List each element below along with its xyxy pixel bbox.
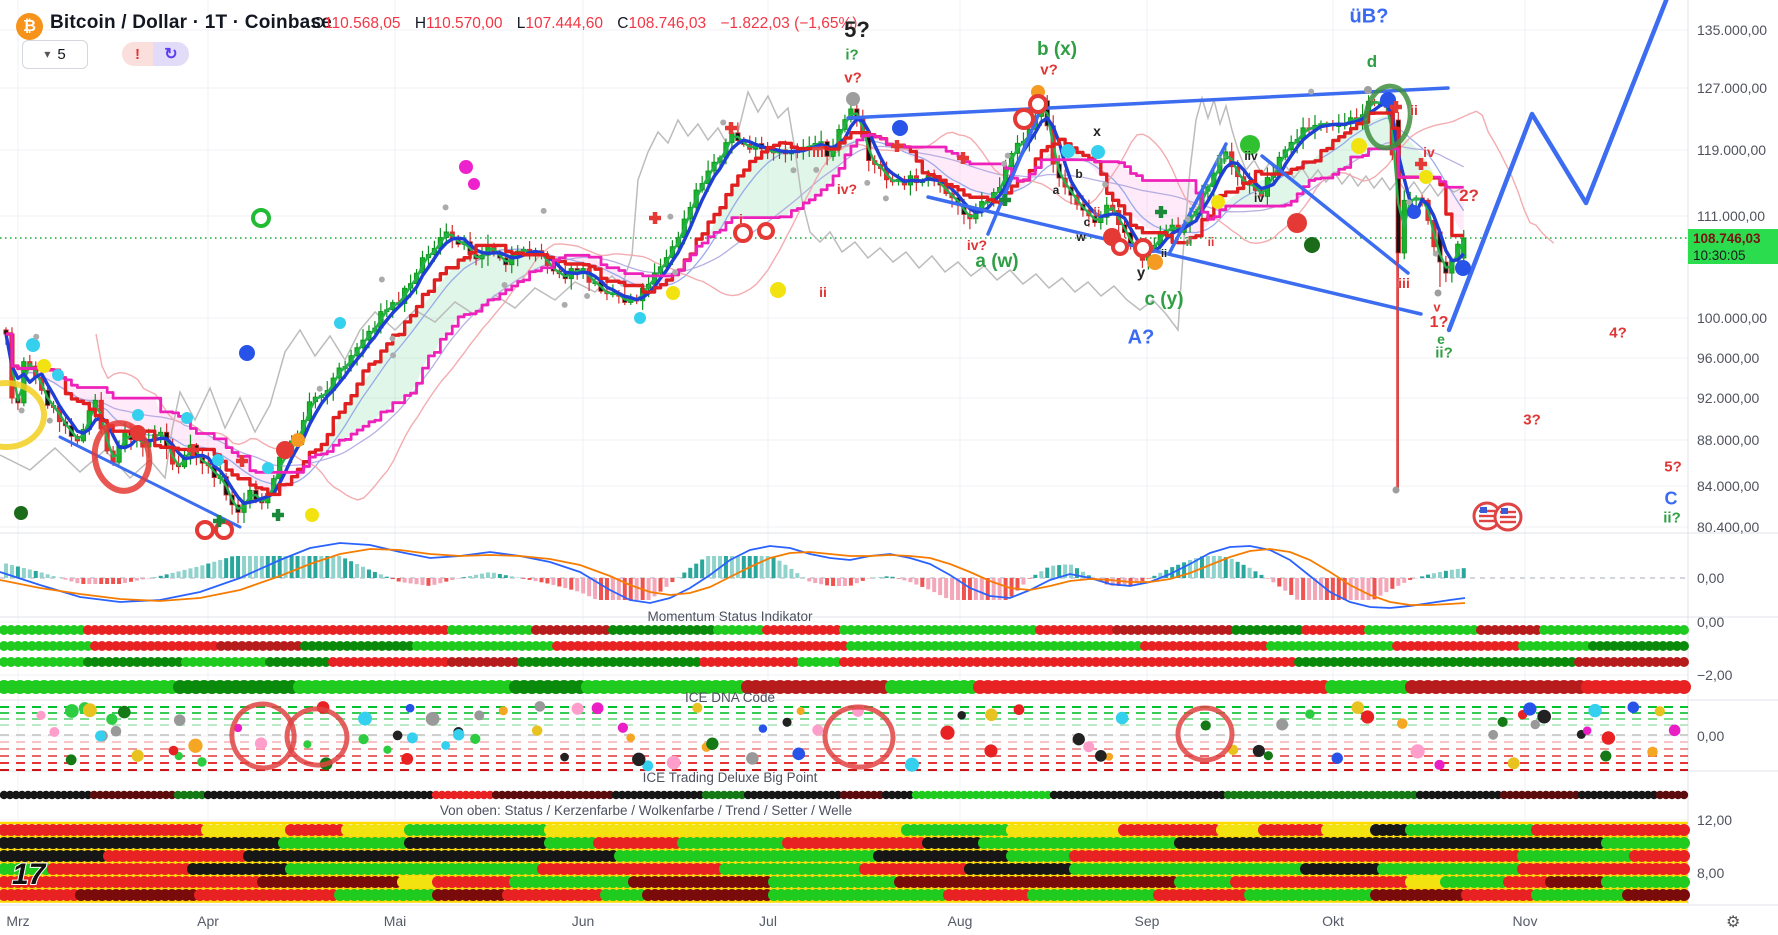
alert-button[interactable]: ! [122,42,153,66]
time-axis-month-label: Apr [197,913,219,929]
price-axis-label: 92.000,00 [1697,390,1760,406]
wave-label[interactable]: ii? [1435,344,1453,362]
wave-label[interactable]: b [1075,167,1083,181]
price-axis-label: 96.000,00 [1697,350,1760,366]
last-price-badge[interactable]: 108.746,03 10:30:05 [1688,229,1778,264]
wave-label[interactable]: 4? [1609,324,1627,342]
wave-label[interactable]: iiv [1244,149,1258,163]
momentum-panel-title[interactable]: Momentum Status Indikator [647,609,813,624]
time-axis-month-label: Jun [571,913,595,929]
wave-label[interactable]: iv [1253,191,1265,205]
wave-label[interactable]: c [1083,215,1091,229]
high-value: 110.570,00 [426,15,503,32]
wave-label[interactable]: iv? [836,181,858,197]
wave-label[interactable]: c (y) [1144,289,1184,310]
price-axis-label: 0,00 [1697,728,1725,744]
price-axis-label: 8,00 [1697,865,1725,881]
wave-label[interactable]: iv [1423,144,1435,160]
symbol-title[interactable]: Bitcoin / Dollar · 1T · Coinbase [50,12,332,33]
wave-label[interactable]: b (x) [1036,39,1078,60]
price-axis-label: −2,00 [1697,667,1733,683]
wave-label[interactable]: üB? [1349,5,1389,28]
price-axis-label: 0,00 [1697,570,1725,586]
wave-label[interactable]: a [1052,183,1060,197]
wave-label[interactable]: d [1366,52,1378,71]
time-axis-month-label: Sep [1134,913,1160,929]
time-axis-month-label: Nov [1512,913,1538,929]
candle-countdown: 10:30:05 [1693,248,1746,263]
wave-label[interactable]: 2? [1459,186,1479,205]
low-value: 107.444,60 [525,15,603,32]
wave-label[interactable]: ii [819,284,827,300]
wave-label[interactable]: v [1433,299,1441,315]
wave-label[interactable]: ii [1410,102,1418,118]
wave-label[interactable]: iii [812,144,824,160]
close-value: 108.746,03 [628,15,707,32]
dna-panel-title[interactable]: ICE DNA Code [684,690,776,705]
interval-value: 5 [57,46,66,63]
price-axis-label: 135.000,00 [1697,22,1768,38]
price-axis-label: 111.000,00 [1697,208,1765,224]
low-label: L [516,15,526,32]
wave-label[interactable]: i? [845,46,859,64]
settings-gear-icon[interactable]: ⚙ [1726,914,1741,931]
time-axis-month-label: Mrz [6,913,30,929]
wave-label[interactable]: y [1136,264,1146,282]
tradingview-logo[interactable]: 17 [11,857,46,892]
wave-label[interactable]: v? [844,69,862,87]
refresh-button[interactable]: ↻ [153,42,189,66]
interval-dropdown-button[interactable]: ▾ 5 [22,40,88,69]
wave-label[interactable]: ii? [1663,509,1681,527]
wave-label[interactable]: iii [1398,275,1410,291]
price-axis-label: 0,00 [1697,614,1725,630]
change-value: −1.822,03 (−1,65%) [720,15,858,32]
wave-label[interactable]: ii [1185,235,1193,249]
last-price-value: 108.746,03 [1693,231,1761,246]
wave-label[interactable]: i [739,211,743,227]
wave-label[interactable]: ii [1093,205,1101,219]
open-value: 110.568,05 [324,15,401,32]
price-axis-label: 127.000,00 [1697,80,1768,96]
price-axis-label: 100.000,00 [1697,310,1768,326]
wave-label[interactable]: 5? [844,17,870,42]
refresh-icon: ↻ [164,46,178,63]
price-axis-label: 80.400,00 [1697,519,1760,535]
wave-label[interactable]: x [1093,123,1101,139]
wave-label[interactable]: v? [1040,61,1058,79]
wave-label[interactable]: C [1664,488,1678,509]
price-axis-label: 88.000,00 [1697,432,1760,448]
open-label: O [312,15,325,32]
time-axis-month-label: Okt [1322,913,1344,929]
wave-label[interactable]: ii [1160,248,1168,260]
wave-label[interactable]: e [1437,331,1445,347]
price-axis-label: 119.000,00 [1697,142,1767,158]
time-axis-month-label: Jul [759,913,777,929]
wave-label[interactable]: w [1076,230,1086,244]
price-axis-label: 84.000,00 [1697,478,1760,494]
time-axis-month-label: Aug [947,913,973,929]
chevron-down-icon: ▾ [44,46,51,61]
bigpoint-panel-title[interactable]: ICE Trading Deluxe Big Point [642,770,818,785]
ohlc-readout: O110.568,05 H110.570,00 L107.444,60 C108… [312,15,857,33]
bitcoin-logo-icon: ₿ [16,13,43,40]
close-label: C [617,15,629,32]
wave-label[interactable]: iii [1215,153,1227,167]
wave-label[interactable]: 3? [1523,411,1541,429]
alert-exclamation-icon: ! [135,45,140,63]
wave-label[interactable]: iv? [966,237,988,253]
high-label: H [414,15,427,32]
wave-label[interactable]: a (w) [975,251,1019,272]
wave-label[interactable]: A? [1127,326,1155,349]
wave-label[interactable]: ii [1207,235,1215,249]
price-axis-label: 12,00 [1697,812,1733,828]
time-axis-month-label: Mai [383,913,407,929]
bigpoint-legend-text: Von oben: Status / Kerzenfarbe / Wolkenf… [439,803,853,818]
wave-label[interactable]: 1? [1429,314,1449,331]
wave-label[interactable]: 5? [1664,458,1682,476]
